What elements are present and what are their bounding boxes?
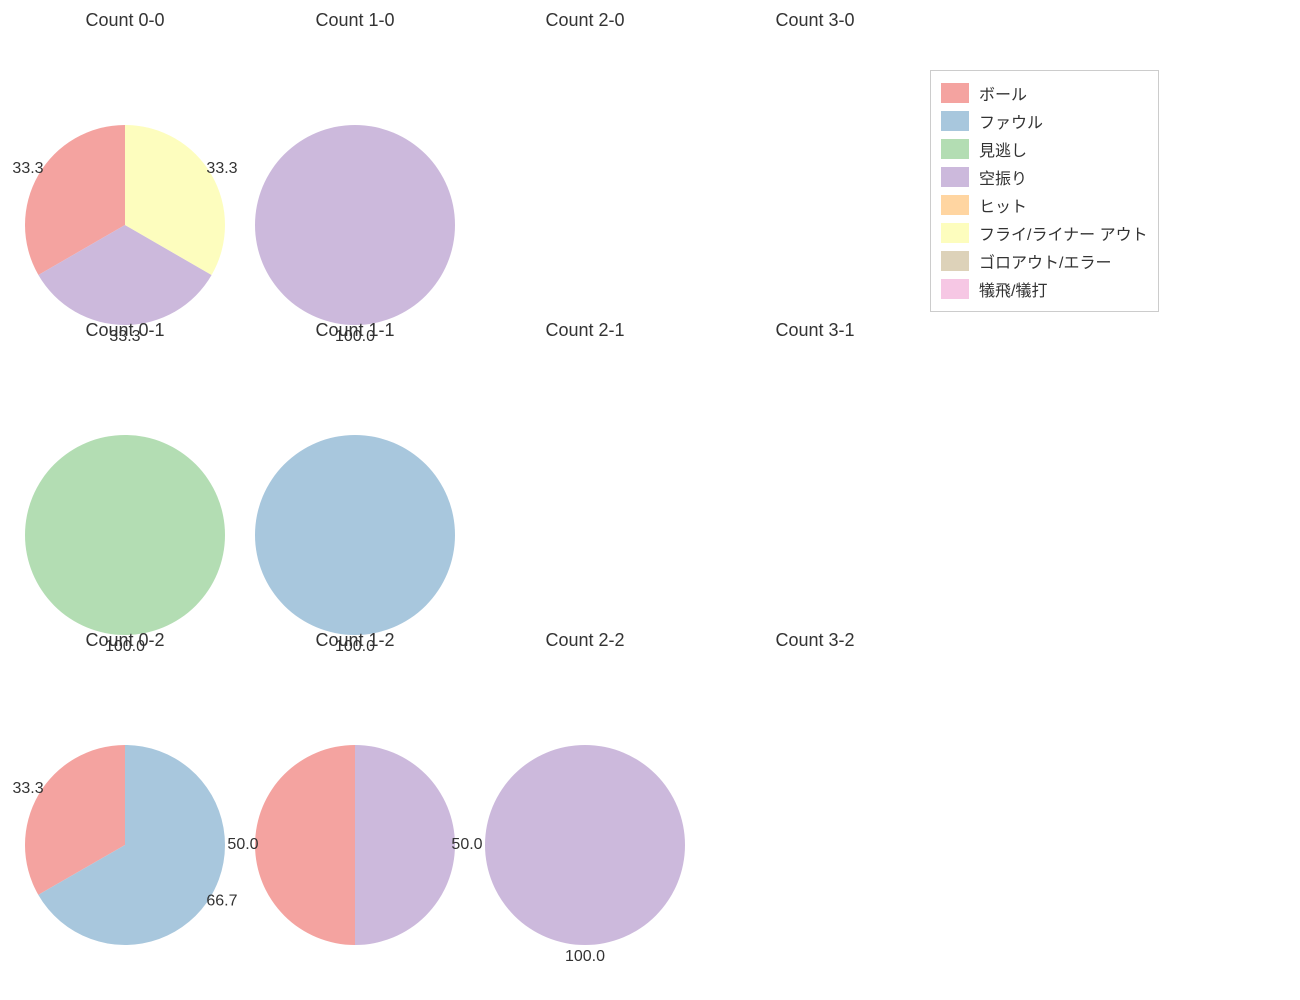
chart-title: Count 2-0: [470, 10, 700, 31]
pie-slice: [355, 745, 455, 945]
chart-cell: Count 3-2: [700, 630, 930, 940]
legend-label: フライ/ライナー アウト: [979, 221, 1148, 245]
legend-item: 犠飛/犠打: [941, 275, 1148, 303]
chart-grid: Count 0-033.333.333.3Count 1-0100.0Count…: [0, 0, 1300, 1000]
pie-slice-label: 33.3: [12, 160, 43, 177]
chart-title: Count 3-0: [700, 10, 930, 31]
legend-item: ゴロアウト/エラー: [941, 247, 1148, 275]
pie-slice: [25, 435, 225, 635]
legend-label: 空振り: [979, 165, 1027, 189]
legend-swatch: [941, 223, 969, 243]
legend-swatch: [941, 111, 969, 131]
chart-title: Count 3-2: [700, 630, 930, 651]
chart-title: Count 1-2: [240, 630, 470, 651]
legend-item: 空振り: [941, 163, 1148, 191]
pie-slice: [255, 435, 455, 635]
chart-title: Count 0-0: [10, 10, 240, 31]
legend-swatch: [941, 139, 969, 159]
chart-title: Count 2-1: [470, 320, 700, 341]
chart-title: Count 3-1: [700, 320, 930, 341]
legend-swatch: [941, 83, 969, 103]
chart-cell: Count 2-0: [470, 10, 700, 320]
chart-title: Count 1-0: [240, 10, 470, 31]
chart-cell: Count 2-1: [470, 320, 700, 630]
chart-cell: Count 0-033.333.333.3: [10, 10, 240, 320]
pie-slice-label: 33.3: [12, 780, 43, 797]
pie-slice: [255, 745, 355, 945]
pie-chart: 100.0: [445, 705, 725, 985]
legend-item: 見逃し: [941, 135, 1148, 163]
pie-slice: [485, 745, 685, 945]
legend-label: ボール: [979, 81, 1027, 105]
legend-swatch: [941, 167, 969, 187]
legend-item: ヒット: [941, 191, 1148, 219]
legend-swatch: [941, 195, 969, 215]
chart-cell: Count 2-2100.0: [470, 630, 700, 940]
legend-item: ファウル: [941, 107, 1148, 135]
legend-label: 犠飛/犠打: [979, 277, 1047, 301]
chart-title: Count 2-2: [470, 630, 700, 651]
pie-slice: [255, 125, 455, 325]
legend-item: ボール: [941, 79, 1148, 107]
chart-title: Count 0-1: [10, 320, 240, 341]
legend-swatch: [941, 251, 969, 271]
chart-cell: Count 0-1100.0: [10, 320, 240, 630]
legend-label: ゴロアウト/エラー: [979, 249, 1111, 273]
legend-item: フライ/ライナー アウト: [941, 219, 1148, 247]
legend-label: ヒット: [979, 193, 1027, 217]
chart-cell: Count 3-0: [700, 10, 930, 320]
legend-label: ファウル: [979, 109, 1043, 133]
chart-cell: Count 3-1: [700, 320, 930, 630]
chart-title: Count 0-2: [10, 630, 240, 651]
pie-slice-label: 50.0: [227, 836, 258, 853]
legend: ボールファウル見逃し空振りヒットフライ/ライナー アウトゴロアウト/エラー犠飛/…: [930, 70, 1159, 312]
legend-label: 見逃し: [979, 137, 1027, 161]
chart-cell: Count 1-0100.0: [240, 10, 470, 320]
legend-swatch: [941, 279, 969, 299]
chart-cell: Count 1-1100.0: [240, 320, 470, 630]
pie-slice-label: 100.0: [565, 948, 605, 965]
chart-title: Count 1-1: [240, 320, 470, 341]
chart-cell: Count 0-233.366.7: [10, 630, 240, 940]
chart-cell: Count 1-250.050.0: [240, 630, 470, 940]
